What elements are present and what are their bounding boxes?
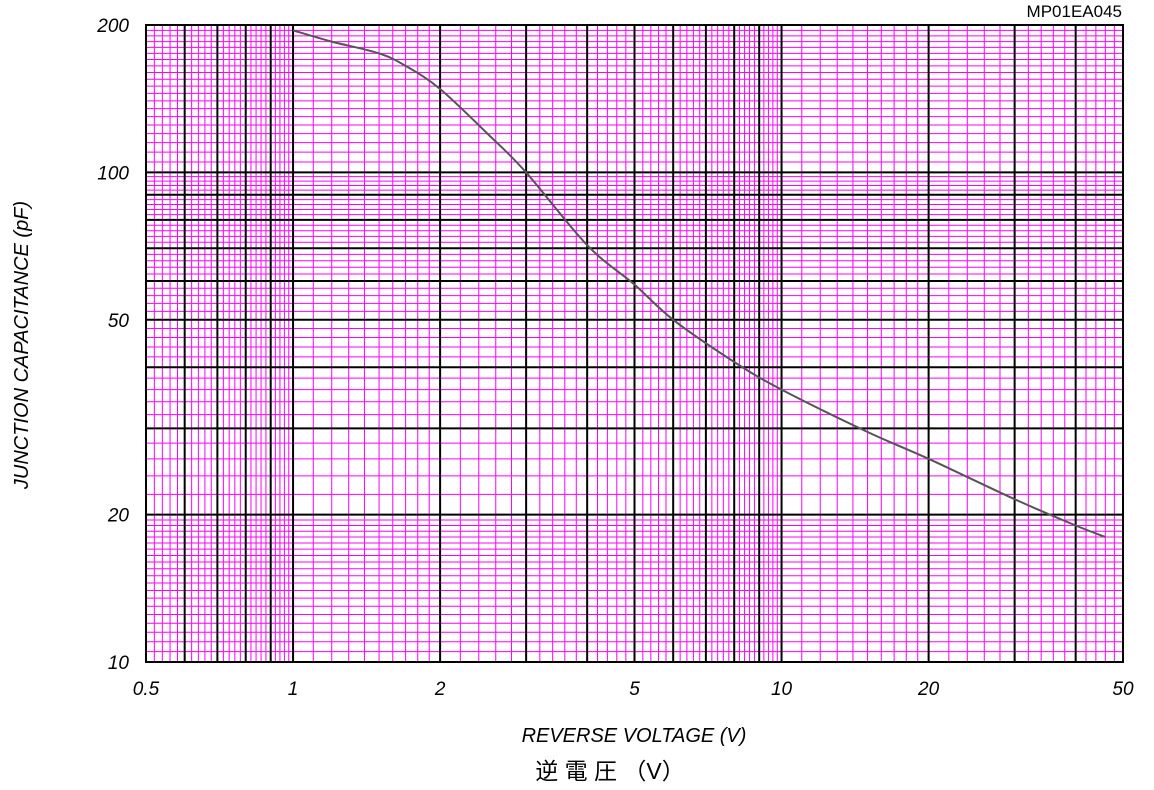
x-tick-label: 10: [771, 679, 793, 700]
chart-code: MP01EA045: [1027, 2, 1122, 21]
x-tick-label: 5: [629, 679, 640, 700]
y-tick-label: 100: [97, 163, 129, 184]
x-tick-labels: 0.5 1 2 5 10 20 50: [133, 679, 1134, 700]
y-axis-label: JUNCTION CAPACITANCE (pF): [11, 201, 33, 490]
plot-frame: [145, 24, 1124, 663]
capacitance-curve: [292, 29, 1106, 538]
y-tick-labels: 10 20 50 100 200: [96, 16, 129, 674]
x-tick-label: 0.5: [133, 679, 160, 700]
y-tick-label: 20: [107, 506, 130, 527]
x-tick-label: 1: [288, 679, 299, 700]
y-tick-label: 10: [108, 653, 130, 674]
x-tick-label: 20: [917, 679, 940, 700]
x-tick-label: 50: [1112, 679, 1134, 700]
x-axis-label-jp: 逆 電 圧 （V）: [535, 758, 685, 784]
major-grid: [146, 25, 1123, 662]
y-tick-label: 200: [96, 16, 129, 37]
x-tick-label: 2: [434, 679, 446, 700]
x-axis-label: REVERSE VOLTAGE (V): [522, 725, 747, 747]
y-tick-label: 50: [108, 311, 130, 332]
curve-layer: [292, 29, 1106, 538]
